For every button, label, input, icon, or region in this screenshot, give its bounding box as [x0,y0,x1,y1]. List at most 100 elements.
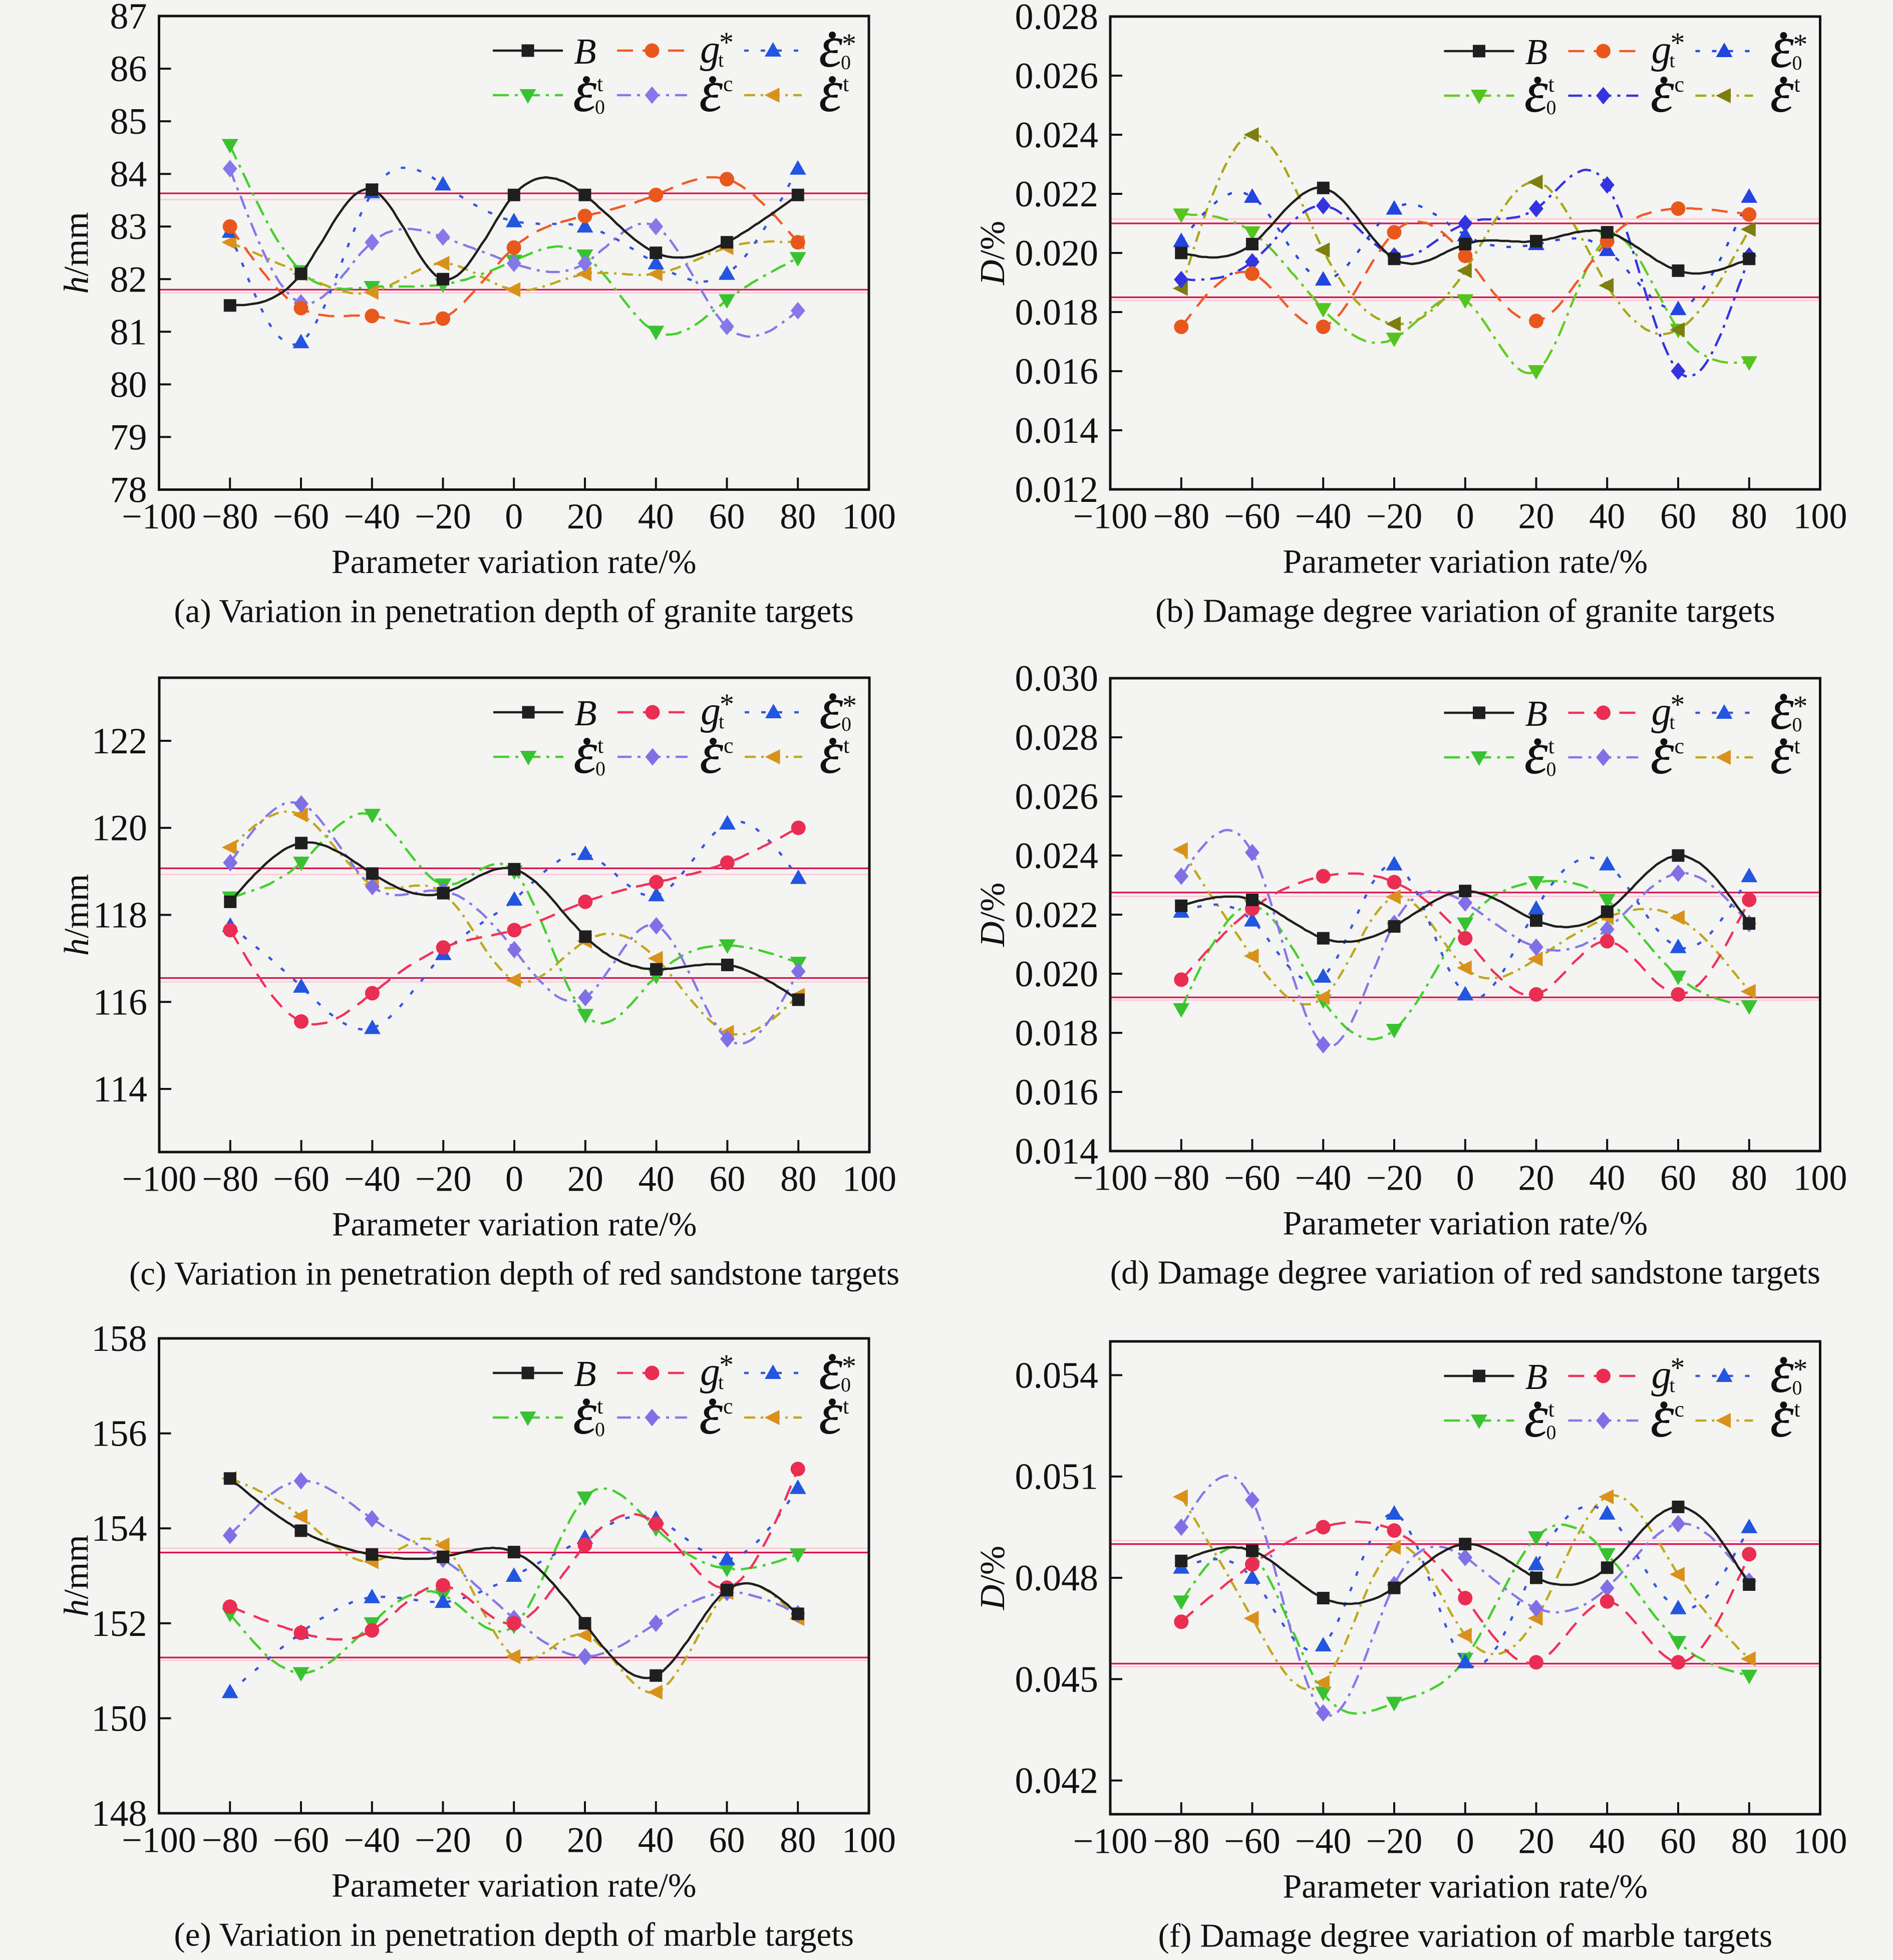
svg-text:60: 60 [709,1820,745,1860]
svg-text:ε: ε [1770,1338,1794,1405]
svg-text:ε: ε [1770,720,1794,786]
svg-text:79: 79 [110,417,147,458]
svg-text:−20: −20 [1366,1821,1423,1861]
svg-text:−60: −60 [273,1820,330,1860]
svg-text:60: 60 [1660,496,1696,536]
svg-text:156: 156 [92,1414,147,1455]
svg-text:80: 80 [780,1820,816,1860]
svg-text:t: t [597,733,603,758]
svg-text:100: 100 [842,496,896,536]
svg-text:152: 152 [92,1603,147,1644]
svg-text:80: 80 [1731,1821,1767,1861]
svg-text:c: c [724,733,734,758]
svg-text:−100: −100 [122,1159,197,1199]
svg-text:20: 20 [567,496,603,536]
svg-text:ε: ε [819,719,843,786]
svg-text:0.028: 0.028 [1015,0,1099,38]
svg-text:B: B [1525,693,1548,734]
svg-text:0.024: 0.024 [1015,115,1099,156]
svg-text:(f) Damage degree variation of: (f) Damage degree variation of marble ta… [1158,1917,1773,1954]
svg-text:ε: ε [1524,58,1548,125]
svg-text:0.016: 0.016 [1015,351,1099,392]
svg-text:*: * [1793,1353,1808,1385]
svg-text:40: 40 [1589,1821,1625,1861]
svg-text:100: 100 [1793,496,1847,536]
svg-text:0.030: 0.030 [1015,658,1099,699]
svg-text:0.022: 0.022 [1015,174,1099,215]
svg-text:−40: −40 [1295,496,1352,536]
svg-text:60: 60 [709,496,745,536]
svg-text:ε: ε [819,58,843,124]
svg-text:−40: −40 [344,496,400,536]
svg-text:g: g [1652,28,1672,72]
svg-text:ε: ε [573,58,597,124]
svg-text:0.018: 0.018 [1015,1013,1099,1054]
svg-text:t: t [597,1394,603,1419]
svg-text:t: t [719,710,724,733]
svg-text:−20: −20 [415,496,471,536]
svg-text:−20: −20 [1366,1158,1423,1198]
svg-text:g: g [701,689,721,733]
svg-text:0.020: 0.020 [1015,954,1099,995]
svg-text:c: c [723,1394,733,1419]
svg-text:0.026: 0.026 [1015,56,1099,97]
svg-text:100: 100 [1793,1158,1847,1198]
svg-text:ε: ε [1651,58,1675,125]
svg-text:t: t [1794,1397,1800,1422]
svg-text:*: * [842,28,856,60]
svg-text:ε: ε [573,719,597,786]
svg-text:c: c [1675,734,1685,758]
svg-text:g: g [700,1350,720,1394]
svg-text:0: 0 [505,1820,523,1860]
svg-text:t: t [843,72,849,96]
svg-text:*: * [720,688,734,720]
svg-text:−100: −100 [1073,1158,1148,1198]
svg-text:−100: −100 [122,496,196,536]
svg-text:0: 0 [841,51,851,74]
svg-text:80: 80 [1731,1158,1767,1198]
svg-text:0: 0 [1546,758,1556,780]
svg-text:(a) Variation in penetration d: (a) Variation in penetration depth of gr… [174,593,854,630]
svg-text:40: 40 [638,1820,674,1860]
svg-text:t: t [1548,734,1554,758]
svg-text:ε: ε [700,719,724,786]
svg-text:0.042: 0.042 [1015,1761,1099,1802]
svg-text:0.022: 0.022 [1015,895,1099,936]
svg-text:0.045: 0.045 [1015,1659,1099,1700]
svg-text:h/mm: h/mm [58,874,96,956]
svg-text:ε: ε [1524,720,1548,786]
svg-text:0.054: 0.054 [1015,1355,1099,1396]
svg-text:Parameter variation rate/%: Parameter variation rate/% [332,1866,697,1904]
svg-text:−40: −40 [1295,1821,1352,1861]
svg-text:85: 85 [110,101,147,142]
svg-text:100: 100 [842,1159,896,1199]
svg-text:0.028: 0.028 [1015,717,1099,758]
svg-text:80: 80 [780,496,816,536]
svg-text:B: B [1525,1356,1548,1397]
svg-text:118: 118 [93,895,147,936]
svg-text:t: t [843,1394,849,1419]
svg-text:t: t [1548,72,1554,97]
svg-text:0: 0 [1546,96,1556,119]
svg-text:ε: ε [699,58,723,124]
svg-text:g: g [700,28,720,72]
svg-text:0.014: 0.014 [1015,1131,1099,1172]
svg-text:c: c [1675,72,1685,97]
svg-text:−40: −40 [1295,1158,1352,1198]
svg-text:*: * [842,1350,856,1382]
svg-text:−20: −20 [415,1159,472,1199]
svg-text:−60: −60 [1224,1821,1281,1861]
svg-text:0: 0 [1456,496,1474,536]
svg-text:−80: −80 [1153,1158,1209,1198]
svg-text:0: 0 [1456,1158,1474,1198]
svg-text:83: 83 [110,206,147,247]
svg-text:0: 0 [595,96,605,118]
svg-text:*: * [719,1348,734,1381]
svg-text:0: 0 [595,1418,605,1441]
svg-text:D/%: D/% [974,1546,1012,1610]
svg-text:60: 60 [1660,1821,1696,1861]
svg-text:0.051: 0.051 [1015,1457,1099,1498]
svg-text:h/mm: h/mm [58,1535,96,1616]
svg-text:B: B [1525,32,1548,72]
svg-text:0: 0 [505,496,523,536]
